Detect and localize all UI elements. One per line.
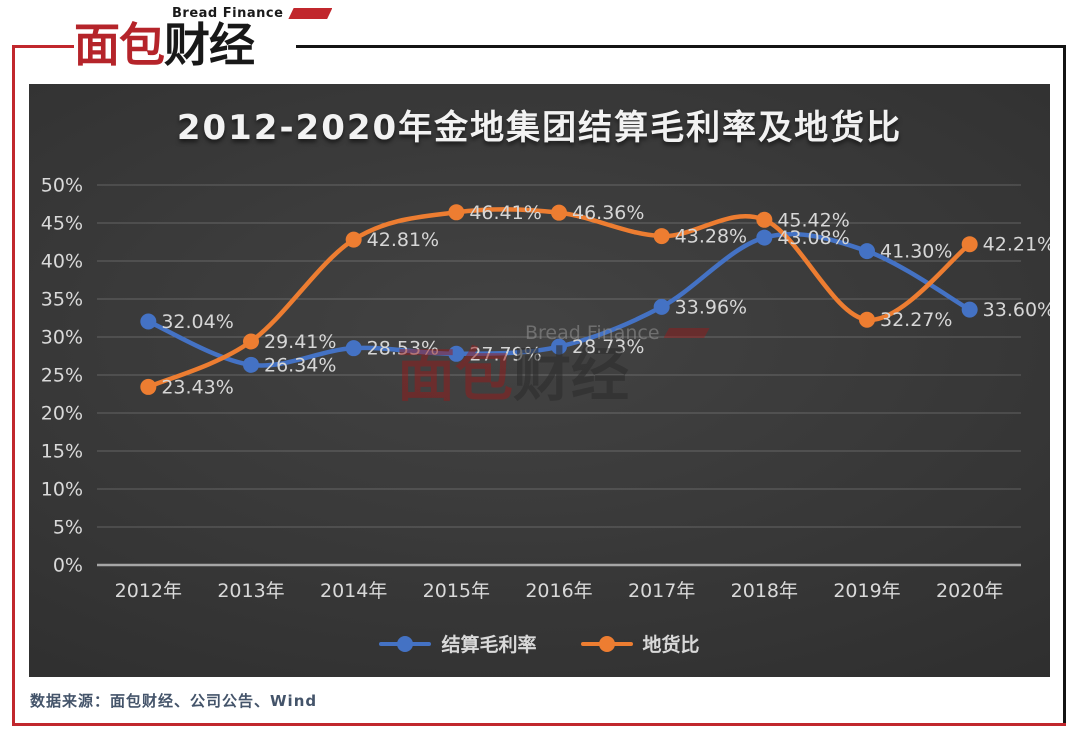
svg-text:2018年: 2018年 [731,580,798,602]
svg-text:28.73%: 28.73% [572,336,644,358]
svg-text:2015年: 2015年 [423,580,490,602]
svg-text:35%: 35% [41,289,83,311]
brand-logo: Bread Finance 面包财经 [74,6,333,69]
data-source-note: 数据来源：面包财经、公司公告、Wind [30,692,318,710]
svg-text:0%: 0% [53,555,83,577]
chart-legend: 结算毛利率 地货比 [29,630,1050,657]
svg-text:46.36%: 46.36% [572,202,644,224]
legend-label: 结算毛利率 [441,634,537,656]
svg-text:20%: 20% [41,403,83,425]
frame-top-left-red-line [12,45,74,48]
plot-svg: 0% 5% 10% 15% 20% 25% 30% 35% 40% 45% 50% 2012年 2013… [41,175,1050,603]
svg-text:2017年: 2017年 [628,580,695,602]
svg-text:43.28%: 43.28% [675,226,747,248]
svg-text:29.41%: 29.41% [264,331,336,353]
svg-text:42.21%: 42.21% [983,234,1050,256]
svg-text:2020年: 2020年 [936,580,1003,602]
brand-logo-cn-red: 面包 [74,18,165,72]
chart-title: 2012-2020年金地集团结算毛利率及地货比 [176,108,903,148]
svg-text:41.30%: 41.30% [880,241,952,263]
svg-text:40%: 40% [41,251,83,273]
brand-flag-icon [288,8,333,19]
legend-line-marker-icon [379,635,432,652]
svg-text:2013年: 2013年 [217,580,284,602]
svg-text:27.79%: 27.79% [469,343,541,365]
svg-text:50%: 50% [41,175,83,197]
legend-line-marker-icon [580,635,633,652]
svg-text:25%: 25% [41,365,83,387]
frame-top-black-line [296,45,1066,48]
svg-text:42.81%: 42.81% [367,229,439,251]
svg-text:23.43%: 23.43% [161,376,233,398]
svg-text:28.53%: 28.53% [367,338,439,360]
svg-text:45.42%: 45.42% [777,209,849,231]
chart-card: 0% 5% 10% 15% 20% 25% 30% 35% 40% 45% 50% 2012年 2013… [29,84,1050,677]
svg-text:26.34%: 26.34% [264,354,336,376]
brand-logo-english-text: Bread Finance [172,6,284,21]
svg-text:46.41%: 46.41% [469,202,541,224]
frame-right-black-line [1063,45,1066,726]
svg-text:10%: 10% [41,479,83,501]
svg-text:43.08%: 43.08% [777,227,849,249]
legend-item-land-price-ratio: 地货比 [580,630,700,657]
frame-left-red-line [12,46,15,726]
brand-logo-cn-dark: 财经 [164,18,255,72]
legend-label: 地货比 [642,634,700,656]
svg-text:2019年: 2019年 [833,580,900,602]
legend-dot-icon [598,635,615,652]
svg-text:15%: 15% [41,441,83,463]
svg-text:33.96%: 33.96% [675,296,747,318]
svg-text:32.04%: 32.04% [161,311,233,333]
svg-text:2012年: 2012年 [115,580,182,602]
brand-logo-top: Bread Finance [172,6,333,21]
svg-text:32.27%: 32.27% [880,309,952,331]
svg-text:30%: 30% [41,327,83,349]
svg-text:45%: 45% [41,213,83,235]
svg-text:33.60%: 33.60% [983,299,1050,321]
svg-text:2014年: 2014年 [320,580,387,602]
svg-text:5%: 5% [53,517,83,539]
frame-bottom-red-line [12,723,1066,726]
brand-logo-chinese-text: 面包财经 [74,21,332,69]
svg-text:2016年: 2016年 [525,580,592,602]
legend-dot-icon [397,635,414,652]
legend-item-gross-margin: 结算毛利率 [379,630,537,657]
